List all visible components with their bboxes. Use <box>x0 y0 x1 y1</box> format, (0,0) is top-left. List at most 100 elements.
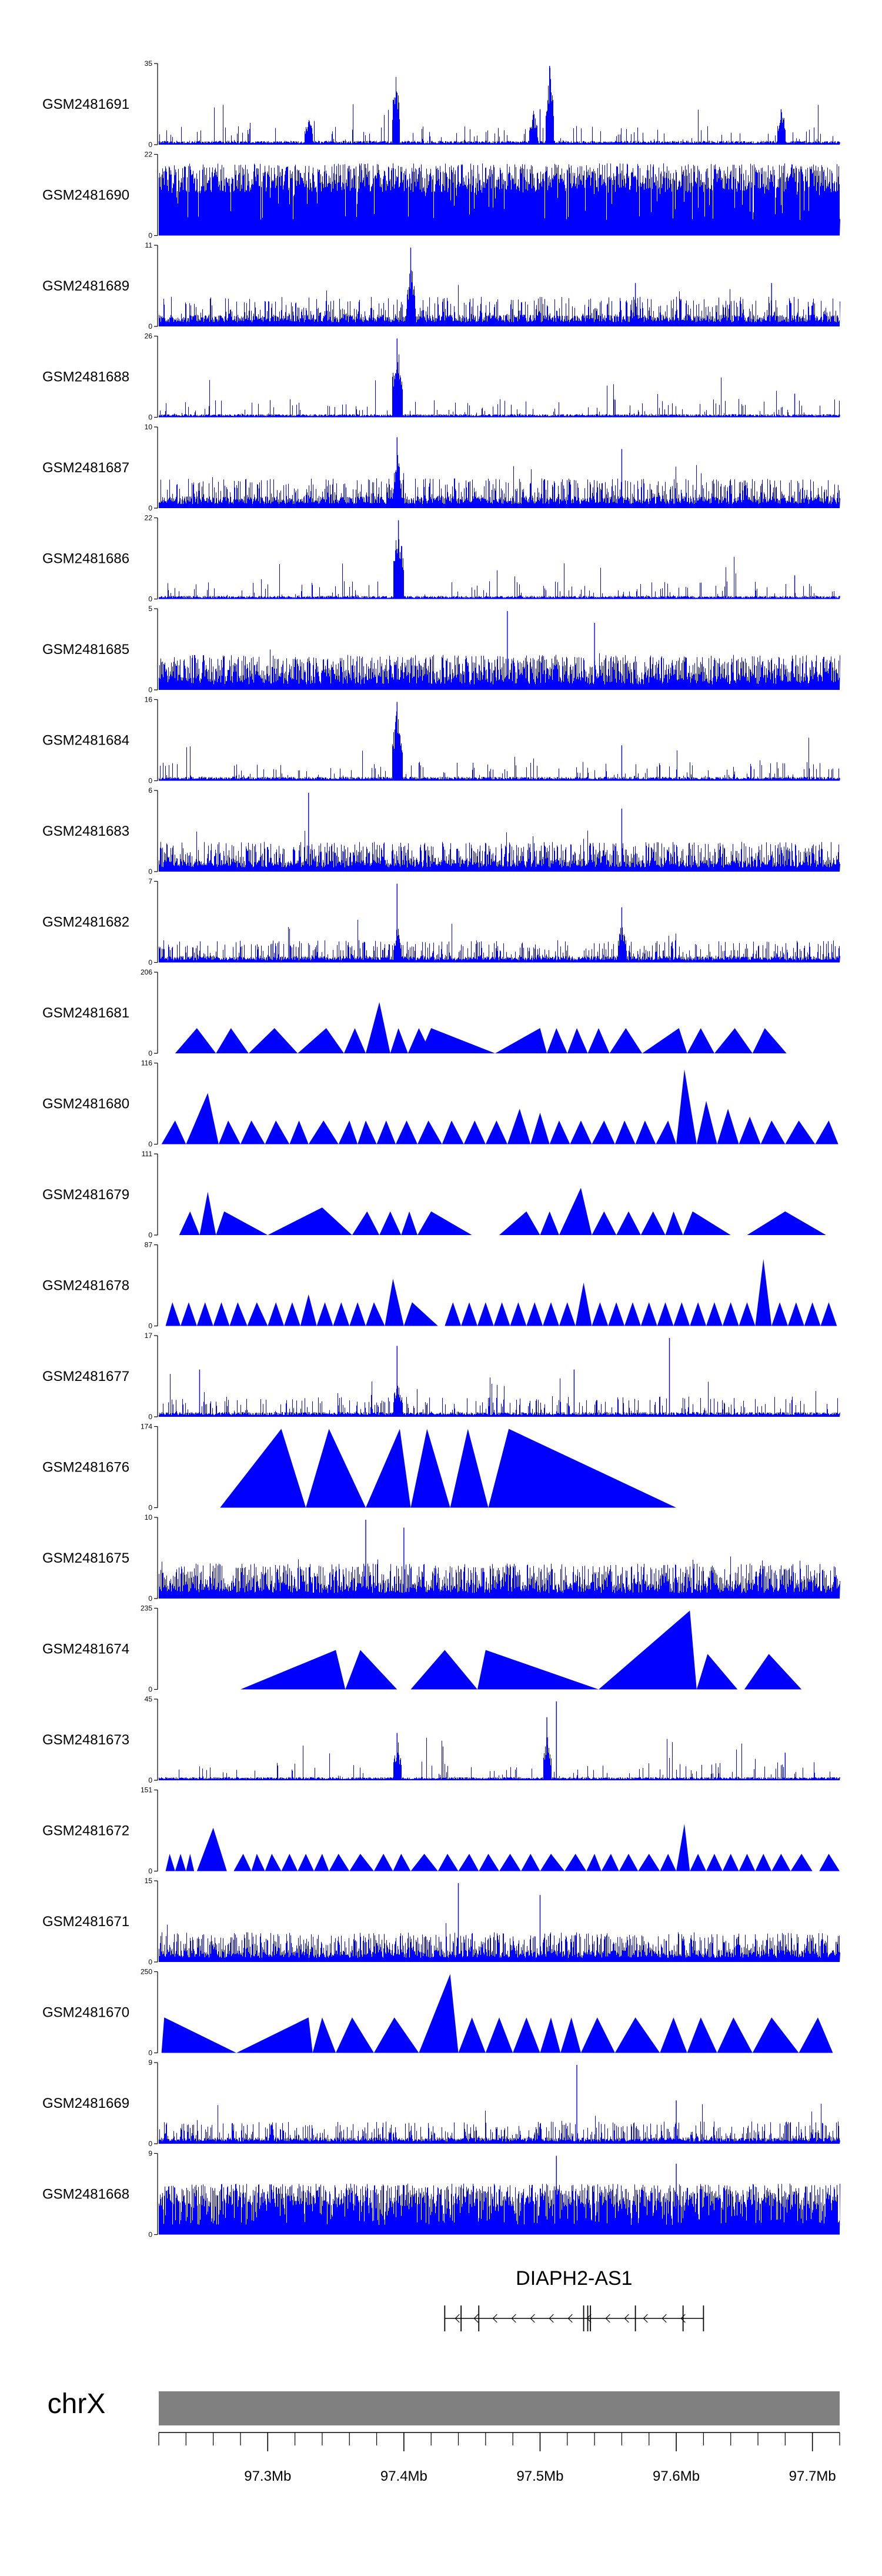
signal-peak <box>186 1854 195 1871</box>
signal-peak <box>599 1610 697 1690</box>
signal-peak <box>687 2017 717 2053</box>
track-GSM2481671: GSM2481671 15 0 <box>42 1877 840 1966</box>
signal-peak <box>575 1282 592 1326</box>
y-max-label: 35 <box>145 59 153 68</box>
signal-peak <box>220 1429 306 1508</box>
signal-peak <box>216 1211 268 1235</box>
track-label: GSM2481676 <box>42 1460 129 1476</box>
gene-label: DIAPH2-AS1 <box>516 2267 632 2290</box>
signal-peak <box>477 1302 494 1326</box>
signal-peak <box>437 1854 459 1871</box>
signal-peak <box>199 1192 216 1235</box>
signal-peak <box>559 1187 592 1235</box>
y-min-label: 0 <box>148 1594 152 1603</box>
signal-peak <box>373 2017 419 2053</box>
signal-peak <box>787 1302 804 1326</box>
signal-peak <box>676 1824 690 1871</box>
signal-peak <box>619 1854 639 1871</box>
y-max-label: 17 <box>145 1332 153 1340</box>
signal-peak <box>676 1069 697 1144</box>
y-min-label: 0 <box>148 2140 152 2148</box>
signal-area <box>159 2183 840 2235</box>
signal-peak <box>284 1302 300 1326</box>
signal-peak <box>458 2017 486 2053</box>
signal-peak <box>510 1302 527 1326</box>
signal-peak <box>755 1854 772 1871</box>
signal-peak <box>540 2017 561 2053</box>
y-max-label: 116 <box>141 1059 152 1067</box>
signal-peak <box>345 1650 397 1690</box>
signal-peak <box>240 1120 265 1144</box>
signal-peak <box>373 1854 393 1871</box>
signal-area <box>159 265 840 326</box>
y-max-label: 87 <box>145 1241 153 1249</box>
signal-peak <box>564 1854 587 1871</box>
y-min-label: 0 <box>148 1140 152 1149</box>
y-min-label: 0 <box>148 232 152 240</box>
signal-area <box>159 919 840 963</box>
y-max-label: 9 <box>148 2058 152 2067</box>
track-label: GSM2481671 <box>42 1914 129 1930</box>
signal-peak <box>196 1827 227 1871</box>
track-GSM2481668: GSM2481668 9 0 <box>42 2150 840 2239</box>
track-label: GSM2481680 <box>42 1096 129 1112</box>
signal-peak <box>601 1854 619 1871</box>
signal-peak <box>706 1854 723 1871</box>
signal-peak <box>804 1302 821 1326</box>
track-GSM2481687: GSM2481687 10 0 <box>42 423 840 512</box>
track-GSM2481690: GSM2481690 22 0 <box>42 151 840 240</box>
signal-peak <box>393 1854 411 1871</box>
signal-peak <box>477 1650 599 1690</box>
strand-arrow <box>511 2314 516 2323</box>
signal-peak <box>410 1429 450 1508</box>
signal-peak <box>366 1429 411 1508</box>
signal-peak <box>706 1302 723 1326</box>
signal-peak <box>458 1854 479 1871</box>
signal-peak <box>717 2017 753 2053</box>
signal-peak <box>461 1302 477 1326</box>
y-min-label: 0 <box>148 867 152 876</box>
y-max-label: 151 <box>141 1786 152 1794</box>
y-max-label: 26 <box>145 332 153 341</box>
signal-peak <box>248 1028 298 1053</box>
y-min-label: 0 <box>148 413 152 422</box>
signal-peak <box>366 1302 385 1326</box>
signal-peak <box>592 1120 615 1144</box>
signal-peak <box>316 1302 333 1326</box>
track-GSM2481674: GSM2481674 235 0 <box>42 1604 802 1694</box>
signal-peak <box>463 1120 486 1144</box>
signal-peak <box>744 1654 802 1690</box>
signal-peak <box>540 1854 565 1871</box>
signal-peak <box>690 1302 707 1326</box>
signal-area <box>159 163 840 236</box>
signal-peak <box>640 1211 666 1235</box>
signal-peak <box>419 1974 459 2053</box>
signal-peak <box>442 1120 464 1144</box>
signal-peak <box>485 1120 507 1144</box>
track-GSM2481675: GSM2481675 10 0 <box>42 1513 840 1603</box>
y-min-label: 0 <box>148 1958 152 1966</box>
y-min-label: 0 <box>148 959 152 967</box>
signal-peak <box>739 1302 756 1326</box>
strand-arrow <box>624 2314 629 2323</box>
track-label: GSM2481673 <box>42 1732 129 1748</box>
signal-peak <box>760 1120 786 1144</box>
signal-peak <box>635 1120 656 1144</box>
signal-peak <box>314 1854 329 1871</box>
signal-peak <box>493 1302 510 1326</box>
signal-peak <box>521 1854 540 1871</box>
track-GSM2481676: GSM2481676 174 0 <box>42 1423 677 1512</box>
track-GSM2481673: GSM2481673 45 0 <box>42 1695 840 1784</box>
y-max-label: 235 <box>141 1604 152 1613</box>
signal-peak <box>717 1109 739 1144</box>
y-max-label: 206 <box>141 968 152 976</box>
track-label: GSM2481672 <box>42 1823 129 1839</box>
track-label: GSM2481691 <box>42 96 129 112</box>
signal-peak <box>714 1028 753 1053</box>
track-label: GSM2481686 <box>42 551 129 567</box>
x-tick-label: 97.3Mb <box>244 2468 291 2484</box>
signal-peak <box>196 1302 213 1326</box>
signal-peak <box>530 1112 550 1144</box>
y-max-label: 16 <box>145 696 153 704</box>
signal-peak <box>687 1028 714 1053</box>
